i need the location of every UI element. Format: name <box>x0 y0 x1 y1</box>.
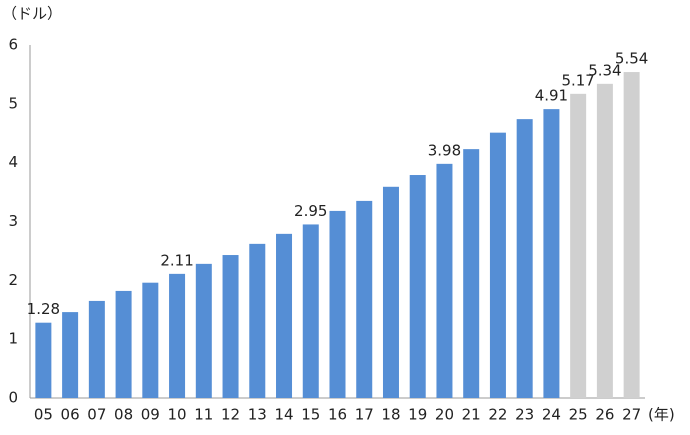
y-tick-label: 2 <box>8 271 18 289</box>
x-tick-label: 15 <box>301 406 320 424</box>
bar <box>88 300 105 398</box>
bar <box>463 149 480 398</box>
y-tick-label: 6 <box>8 36 18 54</box>
x-tick-label: 13 <box>248 406 267 424</box>
x-tick-label: 08 <box>114 406 133 424</box>
bar <box>570 93 587 398</box>
x-tick-label: 19 <box>408 406 427 424</box>
value-label: 4.91 <box>535 87 568 105</box>
value-label: 5.17 <box>561 71 594 89</box>
value-label: 2.11 <box>160 251 193 269</box>
bar <box>62 312 79 398</box>
bar <box>115 290 132 398</box>
y-tick-label: 3 <box>8 212 18 230</box>
bar <box>489 132 506 398</box>
x-tick-label: 24 <box>542 406 561 424</box>
bar <box>596 83 613 398</box>
x-tick-label: 21 <box>462 406 481 424</box>
x-tick-label: 10 <box>168 406 187 424</box>
x-tick-label: 09 <box>141 406 160 424</box>
bar <box>623 72 640 399</box>
x-tick-label: 22 <box>488 406 507 424</box>
x-tick-label: 07 <box>87 406 106 424</box>
bar <box>356 200 373 398</box>
bar <box>35 322 52 398</box>
x-tick-label: 27 <box>622 406 641 424</box>
y-tick-label: 0 <box>8 389 18 407</box>
x-tick-label: 16 <box>328 406 347 424</box>
bar <box>249 243 266 398</box>
bar <box>409 175 426 398</box>
y-tick-label: 4 <box>8 153 18 171</box>
y-unit: （ドル） <box>2 5 62 23</box>
bar <box>222 255 239 398</box>
value-label: 5.54 <box>615 50 648 68</box>
x-tick-label: 14 <box>274 406 293 424</box>
y-tick-label: 1 <box>8 330 18 348</box>
value-label: 3.98 <box>428 141 461 159</box>
value-label: 1.28 <box>27 300 60 318</box>
bar <box>276 233 293 398</box>
bar <box>543 109 560 399</box>
bar <box>142 282 159 398</box>
value-label: 5.34 <box>588 61 621 79</box>
bar <box>329 210 346 398</box>
x-tick-label: 17 <box>355 406 374 424</box>
bar <box>195 263 212 398</box>
x-tick-label: 06 <box>61 406 80 424</box>
bar <box>302 224 319 398</box>
x-tick-label: 12 <box>221 406 240 424</box>
bar <box>382 186 399 398</box>
x-tick-label: 05 <box>34 406 53 424</box>
x-tick-label: 11 <box>194 406 213 424</box>
y-tick-label: 5 <box>8 94 18 112</box>
x-tick-label: 23 <box>515 406 534 424</box>
value-label: 2.95 <box>294 202 327 220</box>
x-tick-label: 25 <box>569 406 588 424</box>
bar <box>436 163 453 398</box>
x-tick-label: 26 <box>595 406 614 424</box>
x-tick-label: 20 <box>435 406 454 424</box>
x-tick-label: 18 <box>381 406 400 424</box>
bar <box>516 119 533 398</box>
bar <box>169 273 186 398</box>
x-unit: (年) <box>648 406 675 424</box>
